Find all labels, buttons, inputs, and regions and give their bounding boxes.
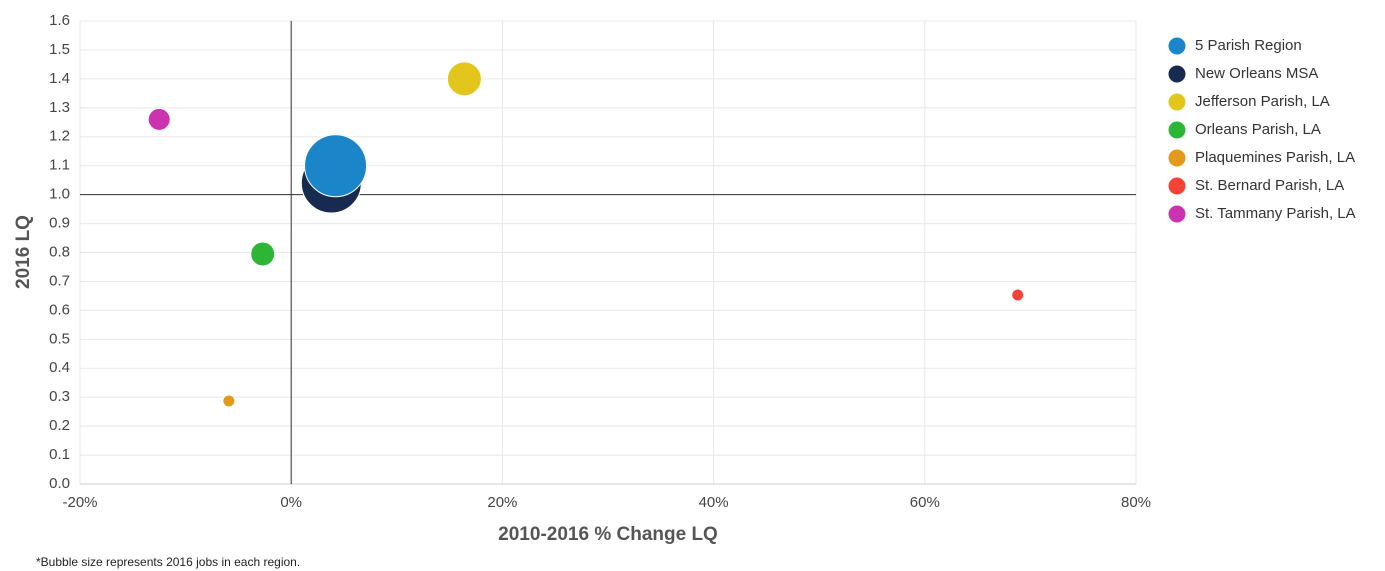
- bubble: [446, 61, 482, 97]
- y-tick-label: 0.9: [49, 215, 70, 232]
- legend-label: St. Bernard Parish, LA: [1195, 177, 1344, 194]
- y-tick-label: 1.0: [49, 186, 70, 203]
- y-tick-label: 0.7: [49, 272, 70, 289]
- legend-label: Jefferson Parish, LA: [1195, 93, 1330, 110]
- x-tick-label: -20%: [62, 494, 97, 511]
- legend-label: Orleans Parish, LA: [1195, 121, 1321, 138]
- legend-marker: [1168, 121, 1186, 139]
- bubble: [304, 134, 368, 198]
- y-tick-label: 0.0: [49, 475, 70, 492]
- legend-marker: [1168, 37, 1186, 55]
- legend-label: New Orleans MSA: [1195, 65, 1318, 82]
- y-tick-label: 1.2: [49, 128, 70, 145]
- bubble: [250, 241, 276, 267]
- y-tick-label: 1.6: [49, 12, 70, 29]
- x-tick-label: 40%: [699, 494, 729, 511]
- y-tick-label: 1.4: [49, 70, 70, 87]
- y-tick-label: 0.3: [49, 388, 70, 405]
- y-tick-label: 1.5: [49, 41, 70, 58]
- y-tick-label: 0.6: [49, 301, 70, 318]
- bubble: [1011, 288, 1025, 302]
- y-tick-label: 1.3: [49, 99, 70, 116]
- bubble: [222, 394, 236, 408]
- legend-marker: [1168, 149, 1186, 167]
- y-tick-label: 1.1: [49, 157, 70, 174]
- x-tick-label: 60%: [910, 494, 940, 511]
- x-tick-label: 0%: [280, 494, 302, 511]
- legend-marker: [1168, 205, 1186, 223]
- legend-label: Plaquemines Parish, LA: [1195, 149, 1355, 166]
- footnote: *Bubble size represents 2016 jobs in eac…: [36, 555, 300, 569]
- x-tick-label: 80%: [1121, 494, 1151, 511]
- legend-label: 5 Parish Region: [1195, 37, 1302, 54]
- y-tick-label: 0.8: [49, 243, 70, 260]
- legend-marker: [1168, 65, 1186, 83]
- legend-marker: [1168, 93, 1186, 111]
- legend-marker: [1168, 177, 1186, 195]
- y-tick-label: 0.1: [49, 446, 70, 463]
- y-tick-label: 0.5: [49, 330, 70, 347]
- bubble: [147, 107, 171, 131]
- y-axis-label: 2016 LQ: [13, 215, 34, 289]
- x-axis-label: 2010-2016 % Change LQ: [498, 524, 718, 545]
- y-tick-label: 0.2: [49, 417, 70, 434]
- x-tick-label: 20%: [487, 494, 517, 511]
- y-tick-label: 0.4: [49, 359, 70, 376]
- legend-label: St. Tammany Parish, LA: [1195, 205, 1356, 222]
